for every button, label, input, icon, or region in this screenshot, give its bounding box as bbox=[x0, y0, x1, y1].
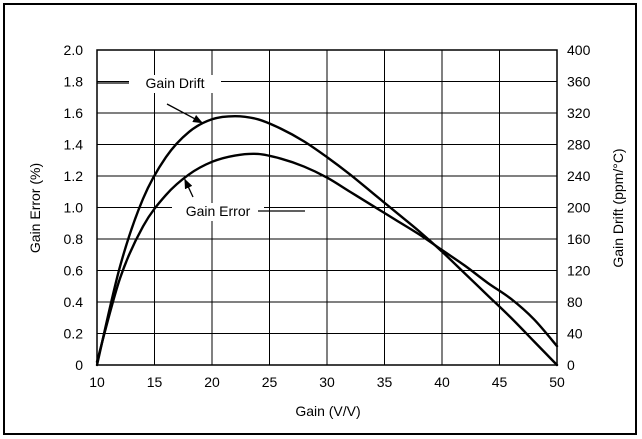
x-tick-label: 40 bbox=[434, 374, 450, 390]
x-tick-label: 35 bbox=[377, 374, 393, 390]
y-right-tick-label: 320 bbox=[567, 105, 591, 121]
y-left-tick-label: 0.8 bbox=[64, 231, 84, 247]
plot-area-border bbox=[96, 49, 558, 366]
y-right-tick-label: 80 bbox=[567, 294, 583, 310]
y-left-tick-label: 0 bbox=[75, 357, 83, 373]
gain-drift-label-bg bbox=[129, 75, 221, 93]
grid-lines bbox=[96, 49, 558, 366]
x-tick-label: 50 bbox=[549, 374, 565, 390]
x-axis-label: Gain (V/V) bbox=[295, 403, 360, 419]
y-left-tick-label: 0.2 bbox=[64, 326, 84, 342]
y-right-tick-label: 120 bbox=[567, 263, 591, 279]
y-right-tick-label: 400 bbox=[567, 42, 591, 58]
y-left-tick-label: 1.4 bbox=[64, 137, 84, 153]
gain-error-arrow bbox=[184, 178, 194, 198]
x-tick-label: 30 bbox=[319, 374, 335, 390]
y-right-axis-label: Gain Drift (ppm/°C) bbox=[610, 148, 626, 267]
y-left-tick-label: 0.4 bbox=[64, 294, 84, 310]
x-tick-label: 45 bbox=[492, 374, 508, 390]
y-left-tick-label: 0.6 bbox=[64, 263, 84, 279]
y-left-tick-label: 1.2 bbox=[64, 168, 84, 184]
y-left-tick-label: 1.6 bbox=[64, 105, 84, 121]
y-right-tick-label: 360 bbox=[567, 74, 591, 90]
y-right-tick-labels: 0 40 80 120 160 200 240 280 320 360 400 bbox=[567, 42, 591, 373]
y-right-tick-label: 0 bbox=[567, 357, 575, 373]
gain-drift-arrow bbox=[166, 103, 203, 124]
y-right-tick-label: 160 bbox=[567, 231, 591, 247]
x-tick-label: 25 bbox=[262, 374, 278, 390]
x-tick-labels: 10 15 20 25 30 35 40 45 50 bbox=[89, 374, 565, 390]
y-left-tick-label: 1.8 bbox=[64, 74, 84, 90]
y-right-tick-label: 280 bbox=[567, 137, 591, 153]
y-right-tick-label: 240 bbox=[567, 168, 591, 184]
x-tick-label: 20 bbox=[204, 374, 220, 390]
chart-frame bbox=[3, 3, 637, 435]
y-right-tick-label: 200 bbox=[567, 200, 591, 216]
gain-error-line bbox=[95, 152, 559, 364]
y-left-tick-labels: 0 0.2 0.4 0.6 0.8 1.0 1.2 1.4 1.6 1.8 2.0 bbox=[64, 42, 84, 373]
x-tick-label: 10 bbox=[89, 374, 105, 390]
series-lines bbox=[95, 114, 559, 367]
gain-drift-line bbox=[95, 114, 559, 367]
y-left-axis-label: Gain Error (%) bbox=[27, 163, 43, 253]
gain-error-annotation: Gain Error bbox=[186, 203, 251, 219]
x-tick-label: 15 bbox=[147, 374, 163, 390]
gain-error-label-bg bbox=[172, 203, 264, 221]
y-left-tick-label: 2.0 bbox=[64, 42, 84, 58]
y-right-tick-label: 40 bbox=[567, 326, 583, 342]
annotations: Gain Drift Gain Error bbox=[97, 75, 305, 221]
gain-drift-annotation: Gain Drift bbox=[145, 75, 204, 91]
y-left-tick-label: 1.0 bbox=[64, 200, 84, 216]
